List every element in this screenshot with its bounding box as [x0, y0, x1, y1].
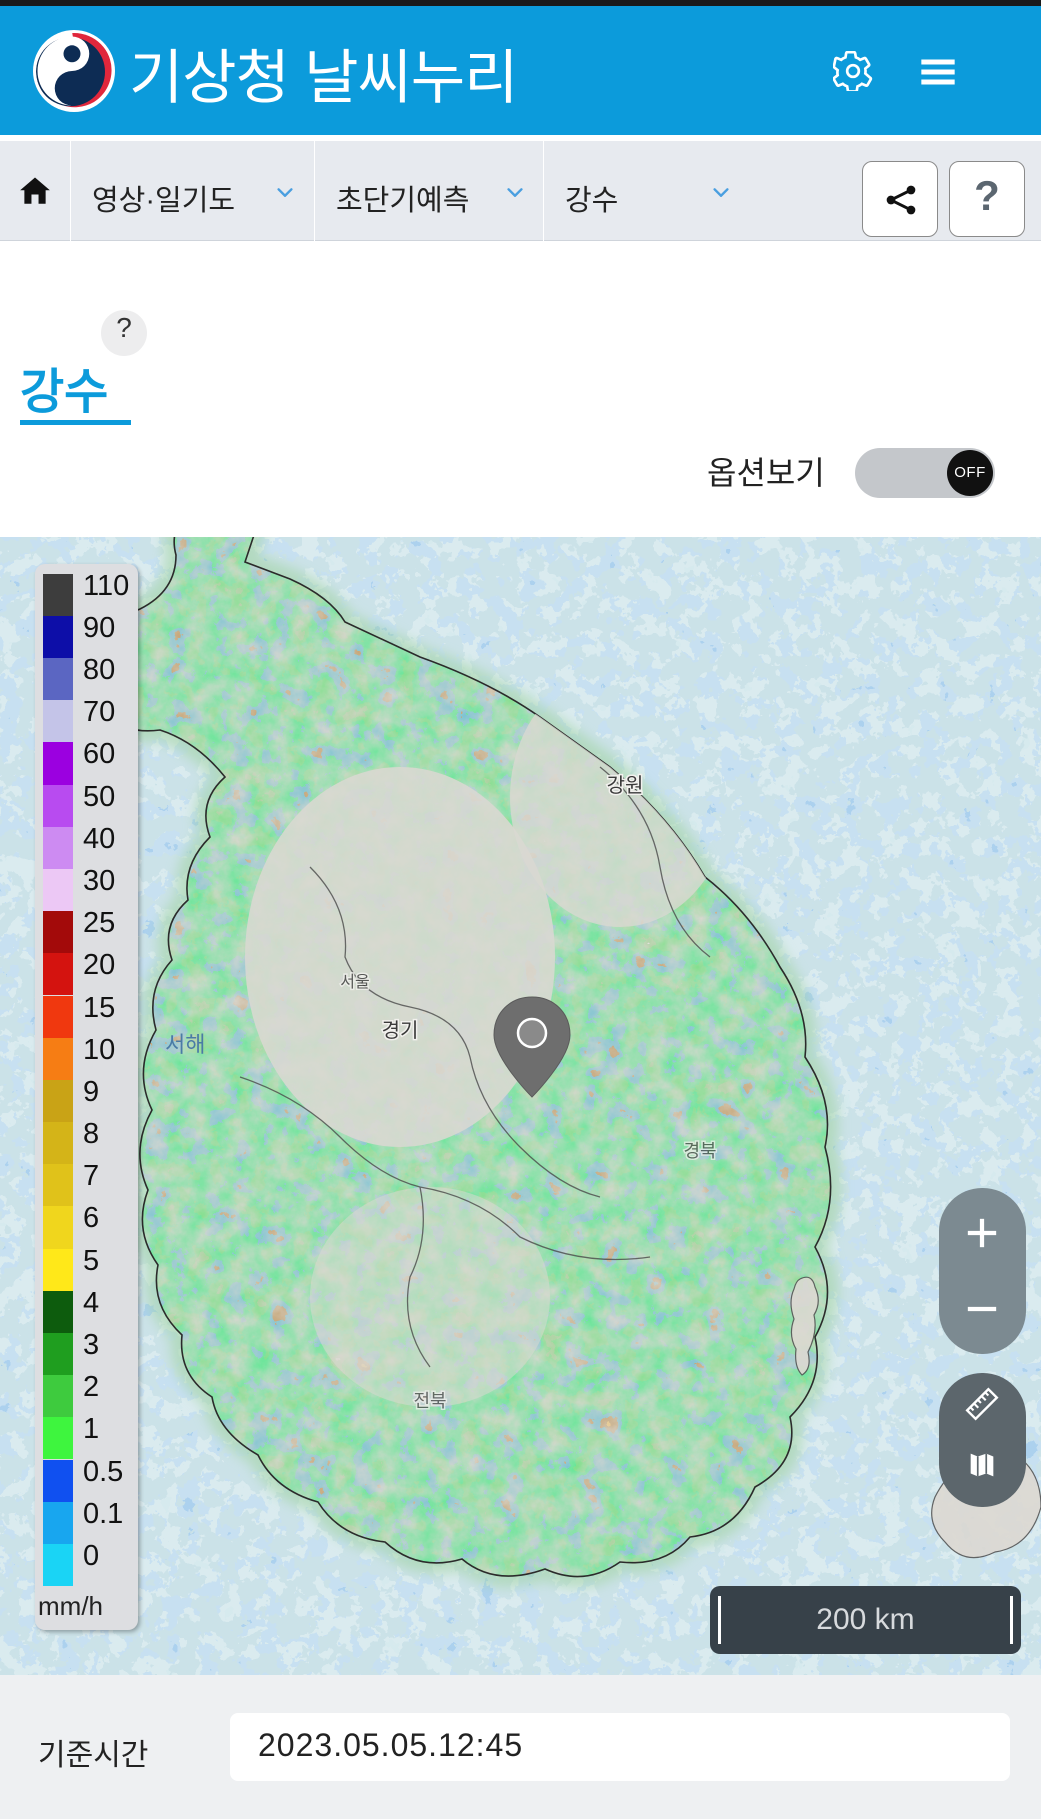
svg-text:경기: 경기 — [382, 1019, 419, 1042]
svg-text:경북: 경북 — [683, 1141, 716, 1161]
svg-text:서해: 서해 — [165, 1032, 205, 1057]
svg-text:전북: 전북 — [413, 1391, 446, 1411]
svg-text:서울: 서울 — [340, 973, 369, 991]
svg-text:강원: 강원 — [607, 774, 644, 797]
